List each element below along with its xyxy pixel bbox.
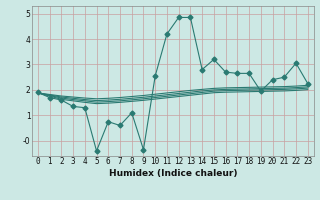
X-axis label: Humidex (Indice chaleur): Humidex (Indice chaleur) [108,169,237,178]
